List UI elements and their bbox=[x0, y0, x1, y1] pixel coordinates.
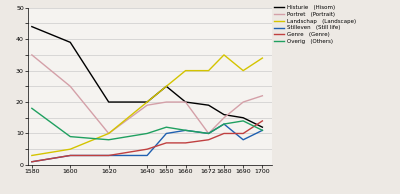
Landschap bbox=[222, 54, 226, 56]
Overig bbox=[164, 126, 169, 128]
Stilleven bbox=[206, 132, 211, 135]
Historie bbox=[30, 25, 34, 28]
Landschap bbox=[145, 101, 150, 103]
Stilleven bbox=[68, 154, 73, 157]
Line: Overig: Overig bbox=[32, 108, 262, 140]
Overig bbox=[68, 135, 73, 138]
Portret bbox=[164, 101, 169, 103]
Portret bbox=[145, 104, 150, 106]
Overig bbox=[222, 123, 226, 125]
Genre bbox=[145, 148, 150, 150]
Genre bbox=[222, 132, 226, 135]
Historie bbox=[183, 101, 188, 103]
Overig bbox=[260, 129, 265, 132]
Historie bbox=[164, 85, 169, 87]
Line: Landschap: Landschap bbox=[32, 55, 262, 155]
Overig bbox=[206, 132, 211, 135]
Stilleven bbox=[145, 154, 150, 157]
Overig bbox=[183, 129, 188, 132]
Line: Genre: Genre bbox=[32, 121, 262, 162]
Landschap bbox=[68, 148, 73, 150]
Portret bbox=[206, 132, 211, 135]
Legend: Histurie   (Hisom), Portret   (Portrait), Landschap   (Landscape), Stilleven   (: Histurie (Hisom), Portret (Portrait), La… bbox=[274, 5, 356, 44]
Historie bbox=[106, 101, 111, 103]
Genre bbox=[30, 161, 34, 163]
Landschap bbox=[183, 69, 188, 72]
Landschap bbox=[164, 85, 169, 87]
Overig bbox=[106, 139, 111, 141]
Historie bbox=[222, 113, 226, 116]
Historie bbox=[68, 41, 73, 43]
Portret bbox=[260, 95, 265, 97]
Genre bbox=[164, 142, 169, 144]
Portret bbox=[68, 85, 73, 87]
Historie bbox=[145, 101, 150, 103]
Landschap bbox=[30, 154, 34, 157]
Historie bbox=[260, 126, 265, 128]
Genre bbox=[206, 139, 211, 141]
Stilleven bbox=[106, 154, 111, 157]
Line: Portret: Portret bbox=[32, 55, 262, 133]
Stilleven bbox=[241, 139, 246, 141]
Stilleven bbox=[260, 129, 265, 132]
Landschap bbox=[206, 69, 211, 72]
Line: Historie: Historie bbox=[32, 27, 262, 127]
Portret bbox=[30, 54, 34, 56]
Genre bbox=[68, 154, 73, 157]
Genre bbox=[106, 154, 111, 157]
Portret bbox=[183, 101, 188, 103]
Landschap bbox=[260, 57, 265, 59]
Portret bbox=[222, 117, 226, 119]
Stilleven bbox=[164, 132, 169, 135]
Overig bbox=[30, 107, 34, 109]
Historie bbox=[241, 117, 246, 119]
Genre bbox=[183, 142, 188, 144]
Portret bbox=[241, 101, 246, 103]
Overig bbox=[241, 120, 246, 122]
Genre bbox=[260, 120, 265, 122]
Landschap bbox=[106, 132, 111, 135]
Stilleven bbox=[30, 161, 34, 163]
Historie bbox=[206, 104, 211, 106]
Portret bbox=[106, 132, 111, 135]
Genre bbox=[241, 132, 246, 135]
Landschap bbox=[241, 69, 246, 72]
Line: Stilleven: Stilleven bbox=[32, 124, 262, 162]
Overig bbox=[145, 132, 150, 135]
Stilleven bbox=[183, 129, 188, 132]
Stilleven bbox=[222, 123, 226, 125]
